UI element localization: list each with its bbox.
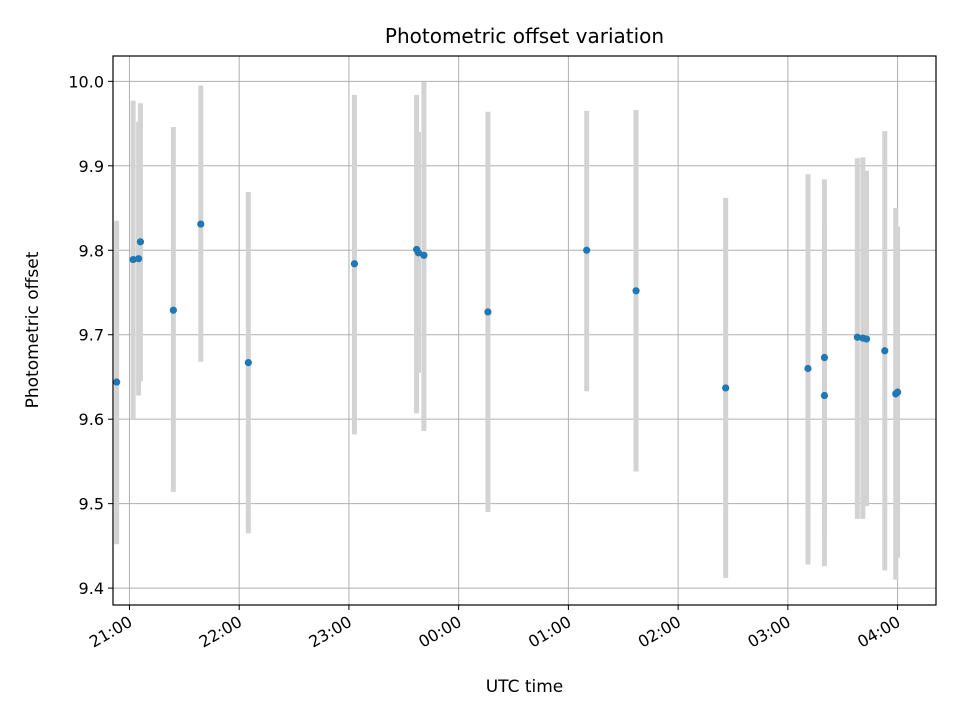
x-tick-label: 02:00 <box>635 612 684 652</box>
data-point <box>414 249 423 257</box>
data-point <box>169 306 177 314</box>
x-tick-label: 21:00 <box>86 612 135 652</box>
x-tick-label: 04:00 <box>854 612 903 652</box>
data-point <box>129 255 137 264</box>
data-point <box>135 255 143 263</box>
x-tick-label: 03:00 <box>744 612 793 652</box>
data-point <box>820 391 829 400</box>
x-axis-ticks: 21:00 22:00 23:00 00:00 01:00 02:00 03:00 04:00 <box>86 605 904 652</box>
y-tick-label: 9.7 <box>79 326 104 345</box>
y-tick-label: 9.4 <box>79 579 104 598</box>
data-point <box>881 347 889 355</box>
data-point <box>820 353 829 362</box>
data-point <box>197 220 205 228</box>
data-point <box>632 287 640 295</box>
x-tick-label: 22:00 <box>196 612 245 652</box>
x-tick-label: 23:00 <box>305 612 354 652</box>
error-bars <box>114 82 901 580</box>
data-point <box>420 251 428 259</box>
y-axis-ticks: 9.4 9.5 9.6 9.7 9.8 9.9 10.0 <box>68 72 113 598</box>
data-point <box>484 308 492 316</box>
data-point <box>350 260 359 268</box>
y-tick-label: 9.9 <box>79 157 104 176</box>
y-tick-label: 9.6 <box>79 410 104 429</box>
plot-frame <box>112 55 937 606</box>
data-point <box>893 388 902 396</box>
chart-title: Photometric offset variation <box>385 24 664 48</box>
data-points <box>113 220 902 400</box>
y-axis-label: Photometric offset <box>23 251 43 408</box>
data-point <box>136 238 145 246</box>
x-axis-label: UTC time <box>486 677 564 697</box>
data-point <box>113 378 121 386</box>
data-point <box>583 246 591 254</box>
x-tick-label: 00:00 <box>415 612 464 652</box>
data-point <box>244 358 252 367</box>
x-tick-label: 01:00 <box>525 612 574 652</box>
y-tick-label: 9.8 <box>79 241 104 260</box>
y-tick-label: 9.5 <box>79 495 104 514</box>
grid-lines <box>113 56 936 605</box>
data-point <box>722 384 730 392</box>
data-point <box>853 333 861 341</box>
data-point <box>862 335 871 343</box>
y-tick-label: 10.0 <box>68 72 104 91</box>
data-point <box>804 364 812 373</box>
